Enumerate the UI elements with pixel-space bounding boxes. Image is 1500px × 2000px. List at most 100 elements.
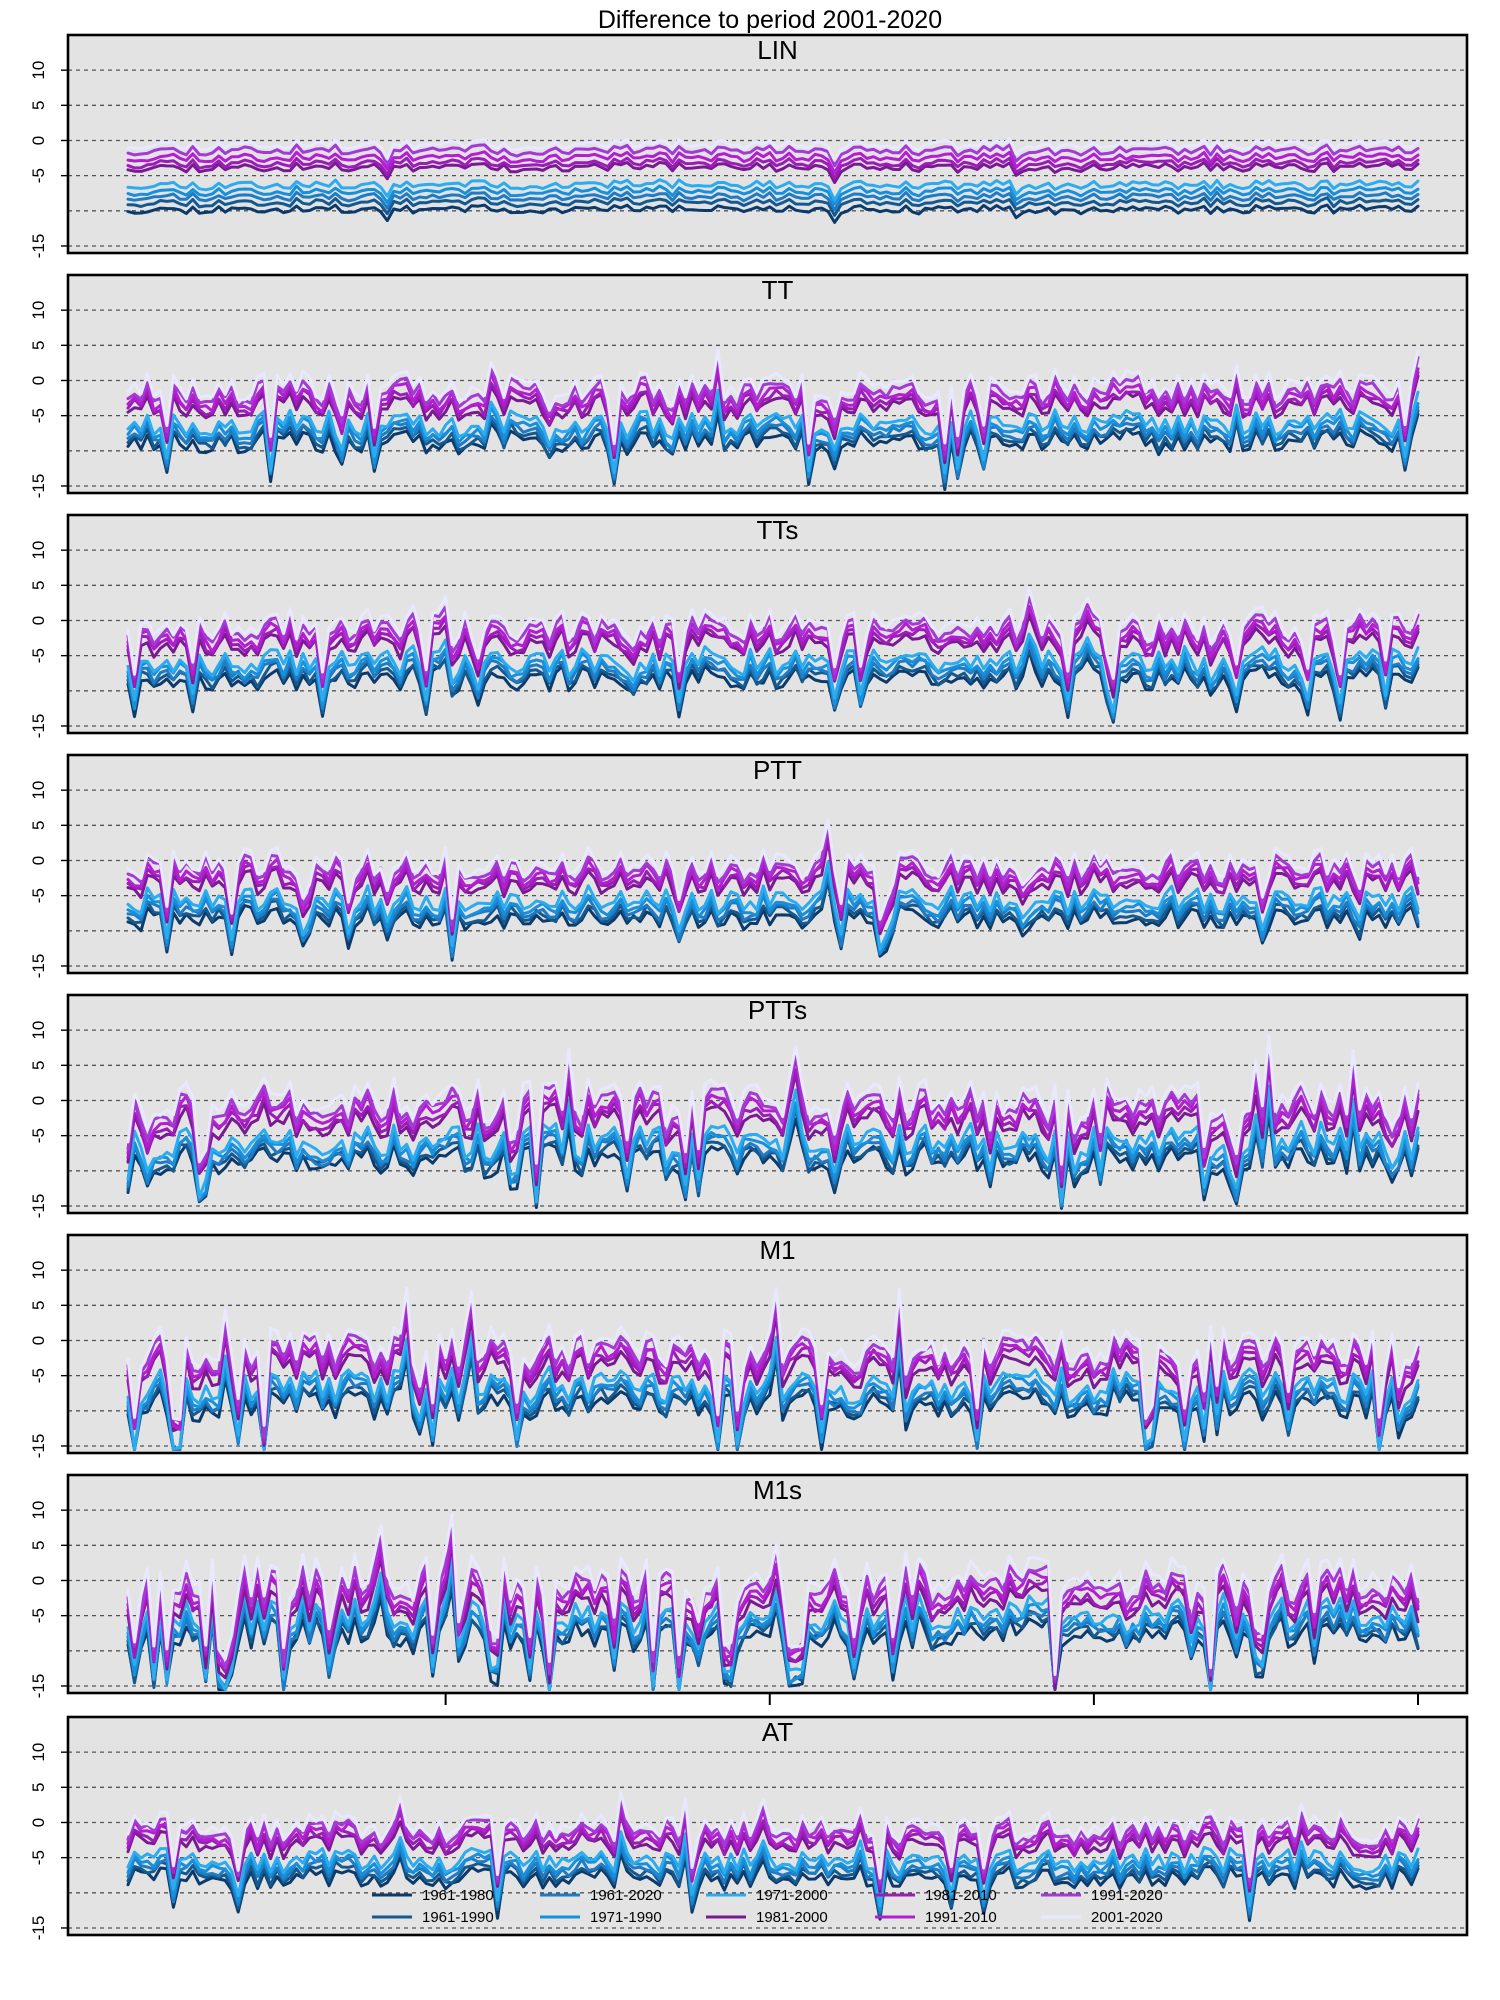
y-tick-label: -5: [29, 408, 48, 423]
panel-frame: [66, 273, 1469, 495]
series-group: [126, 1512, 1420, 1691]
series-line-1971-2000: [126, 1332, 1420, 1451]
series-line-1971-2000: [126, 860, 1420, 951]
series-group: [126, 586, 1420, 724]
series-group: [126, 1286, 1420, 1451]
panel-ptts: PTTs -15 -5 0 5 10: [29, 993, 1469, 1219]
legend-label: 1991-2020: [1091, 1887, 1163, 1904]
panel-frame: [66, 993, 1469, 1215]
legend-label: 1981-2010: [925, 1887, 997, 1904]
y-tick-label: 5: [29, 821, 48, 830]
series-line-1991-2010: [126, 150, 1420, 175]
y-tick-label: 10: [29, 781, 48, 800]
panel-frame: [66, 1715, 1469, 1937]
series-line-1971-2000: [126, 388, 1420, 475]
y-tick-label: 5: [29, 1541, 48, 1550]
series-line-1971-2000: [126, 178, 1420, 202]
y-tick-label: 0: [29, 1096, 48, 1105]
x-axis-ticks: [444, 1693, 1419, 1705]
panel-title: AT: [762, 1717, 793, 1747]
panel-tts: TTs -15 -5 0 5 10: [29, 513, 1469, 739]
y-tick-label: -5: [29, 1368, 48, 1383]
legend-label: 1961-1980: [422, 1887, 494, 1904]
series-line-2001-2020: [126, 818, 1420, 921]
panel-title: TT: [762, 275, 794, 305]
series-line-2001-2020: [126, 1034, 1420, 1166]
panel-ptt: PTT -15 -5 0 5 10: [29, 753, 1469, 979]
y-tick-label: -5: [29, 168, 48, 183]
y-tick-label: -15: [29, 1194, 48, 1219]
y-tick-label: -15: [29, 954, 48, 979]
series-line-1971-1990: [126, 1838, 1420, 1913]
y-tick-label: -15: [29, 714, 48, 739]
series-group: [126, 818, 1420, 962]
series-line-1971-2000: [126, 1084, 1420, 1204]
series-line-1981-2000: [126, 1812, 1420, 1893]
panel-m1: M1 -15 -5 0 5 10: [29, 1233, 1469, 1459]
y-tick-label: 10: [29, 1743, 48, 1762]
series-line-1971-2000: [126, 1558, 1420, 1691]
panel-frame: [66, 513, 1469, 735]
legend-label: 1971-2000: [756, 1887, 828, 1904]
y-tick-label: 0: [29, 1818, 48, 1827]
y-tick-label: 0: [29, 1576, 48, 1585]
figure-title: Difference to period 2001-2020: [598, 6, 942, 34]
y-tick-label: 0: [29, 1336, 48, 1345]
series-line-1961-1980: [126, 1587, 1420, 1691]
legend: 1961-1980 1961-2020 1971-2000 1981-2010 1991…: [372, 1887, 1163, 1926]
y-tick-label: -5: [29, 1850, 48, 1865]
y-tick-label: 5: [29, 1061, 48, 1070]
series-line-1991-2020: [126, 143, 1420, 168]
panel-title: PTTs: [748, 995, 807, 1025]
y-tick-label: 0: [29, 616, 48, 625]
panel-frame: [66, 1233, 1469, 1455]
y-tick-label: 10: [29, 301, 48, 320]
y-tick-label: -5: [29, 648, 48, 663]
panel-title: M1: [759, 1235, 795, 1265]
y-tick-label: 10: [29, 1261, 48, 1280]
legend-label: 1971-1990: [590, 1909, 662, 1926]
series-line-1981-2010: [126, 156, 1420, 180]
panel-lin: LIN -15 -5 0 5 10: [29, 33, 1469, 259]
series-line-2001-2020: [126, 348, 1420, 446]
legend-label: 2001-2020: [1091, 1909, 1163, 1926]
series-line-2001-2020: [126, 1790, 1420, 1880]
series-group: [126, 348, 1420, 491]
y-tick-label: 0: [29, 376, 48, 385]
y-tick-label: -15: [29, 234, 48, 259]
series-group: [126, 137, 1420, 224]
y-tick-label: 0: [29, 136, 48, 145]
y-tick-label: -5: [29, 1128, 48, 1143]
y-tick-label: 10: [29, 1021, 48, 1040]
legend-label: 1961-2020: [590, 1887, 662, 1904]
y-tick-label: 5: [29, 101, 48, 110]
y-tick-label: -15: [29, 1916, 48, 1941]
y-tick-label: -15: [29, 474, 48, 499]
legend-label: 1991-2010: [925, 1909, 997, 1926]
series-line-1971-2000: [126, 632, 1420, 714]
y-tick-label: -15: [29, 1674, 48, 1699]
series-line-1981-2010: [126, 605, 1420, 690]
panels: LIN -15 -5 0 5 10 TT -15 -5 0 5 10 TTs -15 -5 0 5 10 PTT -1…: [29, 33, 1469, 1941]
legend-label: 1981-2000: [756, 1909, 828, 1926]
series-line-1961-1990: [126, 1845, 1420, 1919]
y-tick-label: 5: [29, 1301, 48, 1310]
y-tick-label: 0: [29, 856, 48, 865]
series-line-1971-1990: [126, 184, 1420, 206]
panel-frame: [66, 1473, 1469, 1695]
y-tick-label: 10: [29, 1501, 48, 1520]
series-group: [126, 1034, 1420, 1210]
series-line-2001-2020: [126, 586, 1420, 680]
y-tick-label: 5: [29, 341, 48, 350]
y-tick-label: 5: [29, 581, 48, 590]
series-line-2001-2020: [126, 1512, 1420, 1676]
panel-title: PTT: [753, 755, 802, 785]
series-line-1961-1980: [126, 203, 1420, 224]
panel-m1s: M1s -15 -5 0 5 10: [29, 1473, 1469, 1699]
panel-at: AT -15 -5 0 5 10: [29, 1715, 1469, 1941]
panel-frame: [66, 33, 1469, 255]
series-line-2001-2020: [126, 137, 1420, 162]
y-tick-label: 5: [29, 1783, 48, 1792]
y-tick-label: -15: [29, 1434, 48, 1459]
